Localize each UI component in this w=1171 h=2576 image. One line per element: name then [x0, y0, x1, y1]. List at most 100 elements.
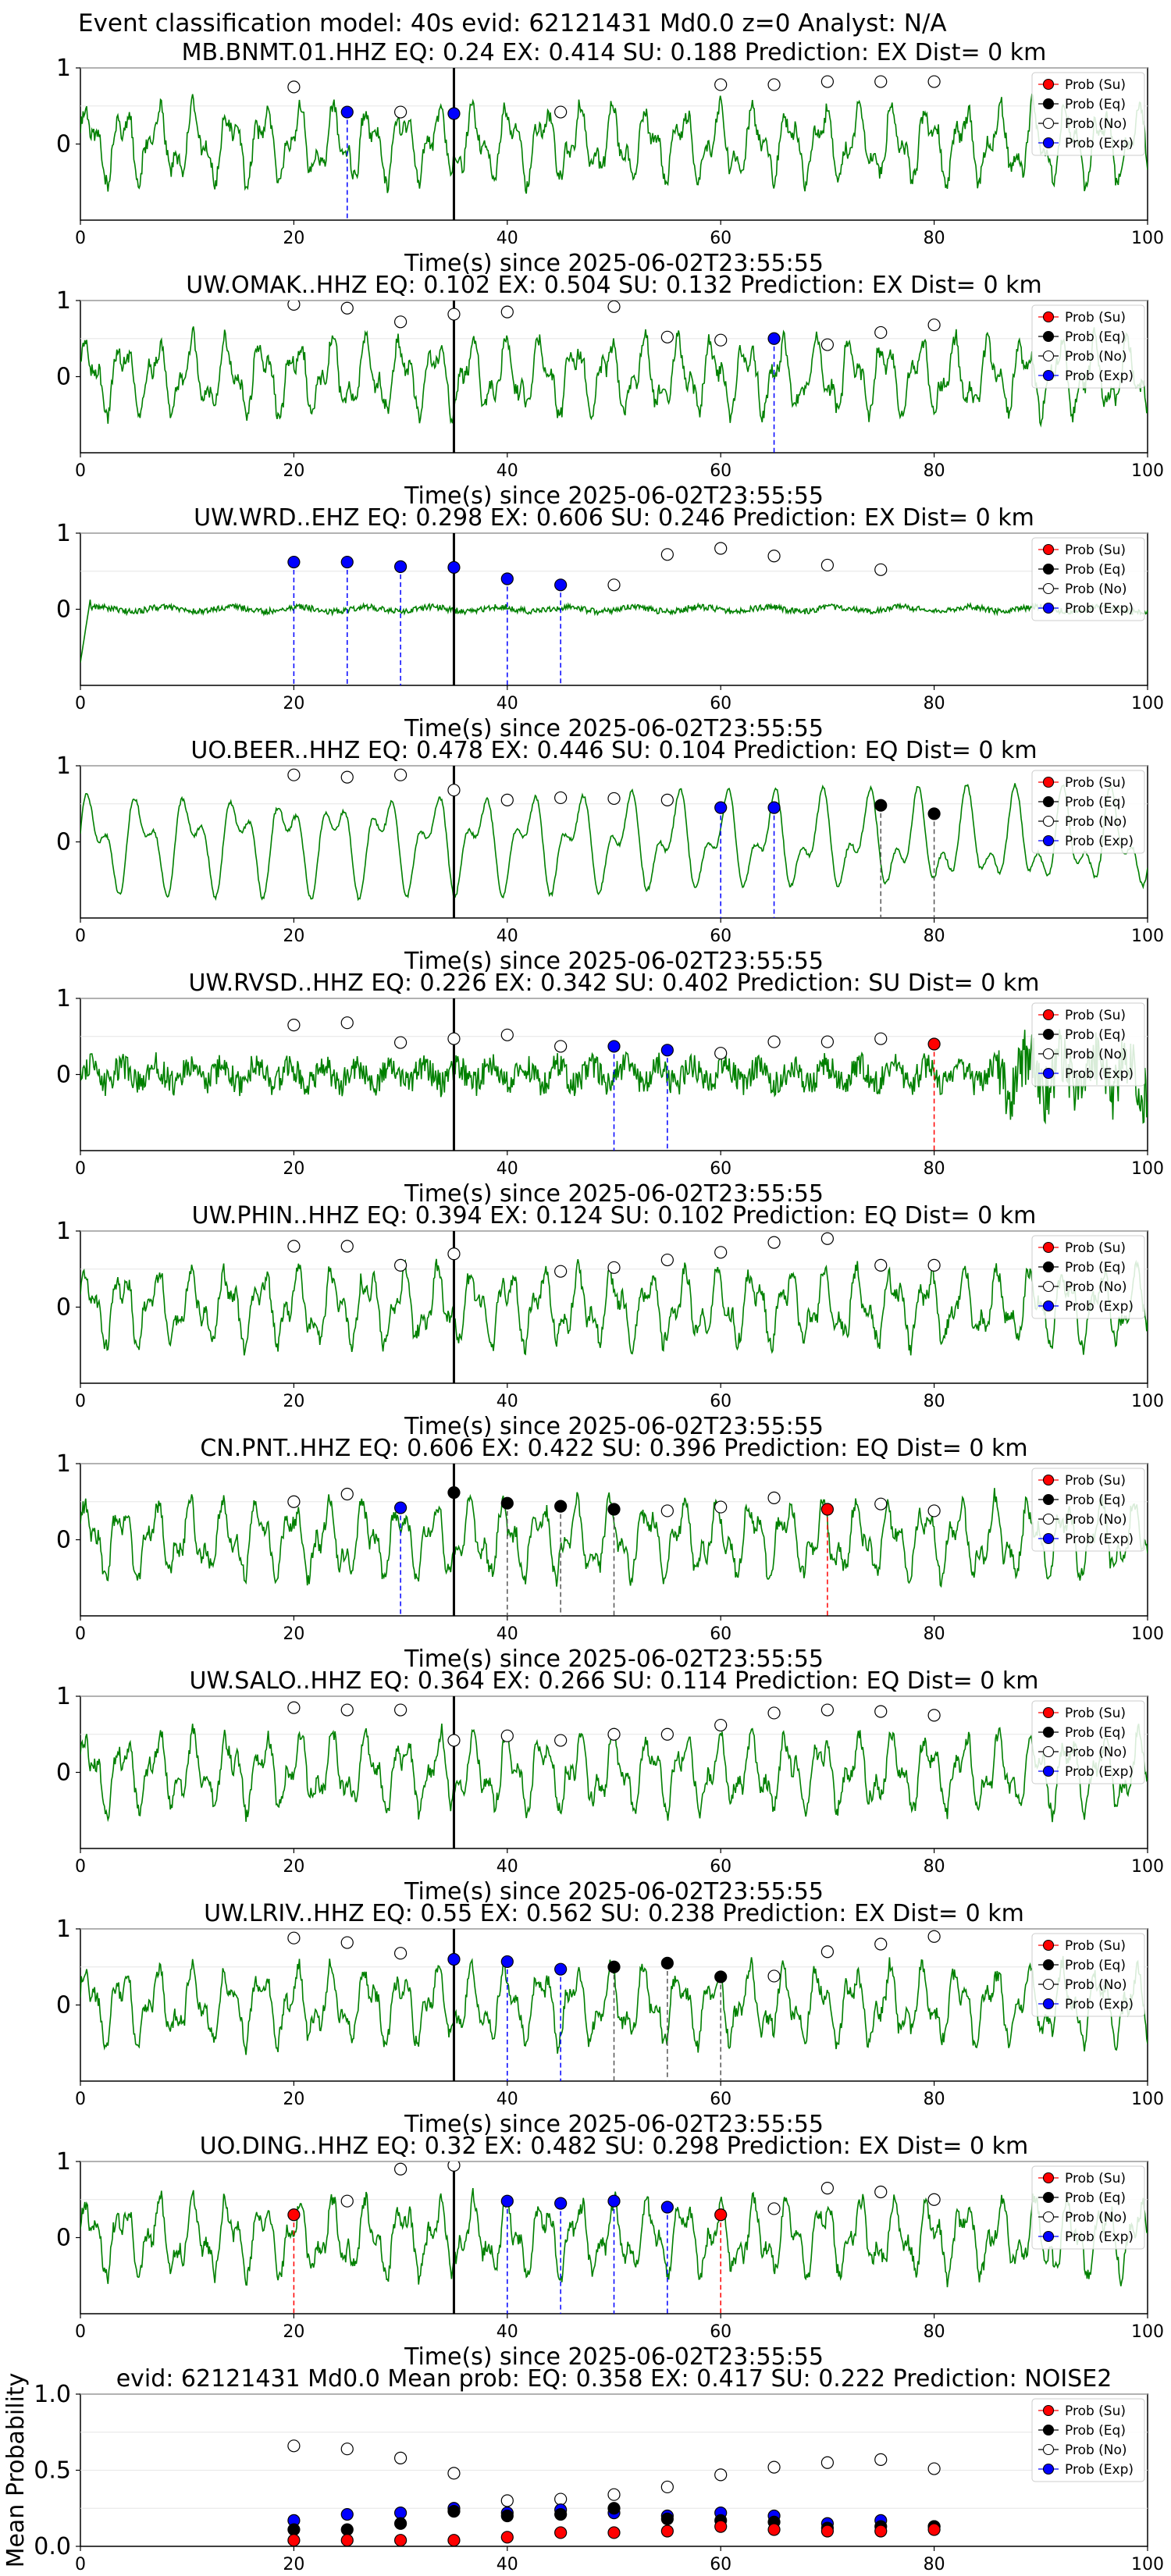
- legend-label: Prob (Exp): [1065, 1997, 1134, 2012]
- probability-point-exp: [447, 107, 461, 120]
- probability-point-no: [554, 791, 568, 805]
- axes-frame: [80, 1928, 1148, 2082]
- waveform-line: [80, 1029, 1148, 1125]
- x-tick-label: 100: [1131, 1159, 1164, 1179]
- legend-marker-exp: [1042, 834, 1055, 847]
- legend-marker-su: [1042, 543, 1055, 556]
- x-tick-label: 100: [1131, 461, 1164, 481]
- probability-point-no: [393, 315, 408, 329]
- probability-point-no: [660, 1727, 674, 1741]
- legend-frame: [1031, 537, 1145, 621]
- mean-probability-point-no: [820, 2456, 835, 2469]
- x-tick-label: 60: [710, 2322, 731, 2342]
- plot-area: [80, 301, 1148, 453]
- mean-probability-point-su: [394, 2534, 408, 2546]
- probability-point-no: [287, 1240, 301, 1253]
- legend-marker-no: [1042, 815, 1055, 827]
- probability-point-exp: [607, 1040, 621, 1053]
- plot-area: [80, 1696, 1148, 1848]
- x-tick-label: 80: [924, 2322, 945, 2342]
- probability-point-eq: [607, 1960, 621, 1973]
- x-tick-label: 60: [710, 1392, 731, 1411]
- legend-label: Prob (Su): [1065, 2171, 1126, 2186]
- y-tick-label: 0: [56, 2225, 71, 2252]
- legend-label: Prob (Exp): [1065, 1066, 1134, 1082]
- legend-frame: [1031, 2398, 1145, 2482]
- panels: MB.BNMT.01.HHZ EQ: 0.24 EX: 0.414 SU: 0.…: [2, 39, 1164, 2574]
- probability-point-no: [287, 1701, 301, 1714]
- legend-marker-eq: [1042, 563, 1055, 575]
- probability-point-exp: [767, 332, 781, 345]
- legend-label: Prob (Eq): [1065, 97, 1126, 112]
- legend-label: Prob (Eq): [1065, 1027, 1126, 1043]
- legend-label: Prob (Su): [1065, 1706, 1126, 1721]
- legend-label: Prob (Exp): [1065, 2229, 1134, 2245]
- x-tick-label: 60: [710, 461, 731, 481]
- panel-title: evid: 62121431 Md0.0 Mean prob: EQ: 0.35…: [116, 2365, 1112, 2393]
- probability-point-no: [340, 1936, 354, 1949]
- legend-frame: [1031, 1235, 1145, 1319]
- probability-point-no: [554, 1040, 568, 1053]
- probability-point-no: [287, 1495, 301, 1508]
- probability-point-exp: [500, 2194, 514, 2208]
- probability-point-exp: [607, 2194, 621, 2208]
- legend-label: Prob (No): [1065, 1047, 1127, 1062]
- legend-frame: [1031, 1700, 1145, 1784]
- probability-point-exp: [554, 578, 568, 592]
- legend-frame: [1031, 2165, 1145, 2250]
- legend-marker-eq: [1042, 330, 1055, 343]
- y-tick-label: 0.0: [34, 2533, 71, 2560]
- x-axis-label: Time(s) since 2025-06-02T23:55:55: [404, 2343, 824, 2371]
- legend-marker-su: [1042, 1241, 1055, 1254]
- x-tick-label: 80: [924, 1392, 945, 1411]
- x-tick-label: 40: [497, 927, 518, 946]
- legend-marker-no: [1042, 1280, 1055, 1293]
- panel-title: UW.RVSD..HHZ EQ: 0.226 EX: 0.342 SU: 0.4…: [188, 970, 1039, 997]
- page-title: Event classification model: 40s evid: 62…: [78, 9, 947, 37]
- y-tick-label: 1: [56, 1683, 71, 1710]
- x-tick-label: 20: [283, 2555, 304, 2574]
- x-tick-label: 0: [75, 1624, 86, 1644]
- x-tick-label: 100: [1131, 927, 1164, 946]
- mean-probability-point-su: [927, 2523, 941, 2536]
- legend-marker-no: [1042, 2211, 1055, 2223]
- x-axis-label: Time(s) since 2025-06-02T23:55:55: [404, 2111, 824, 2138]
- x-tick-label: 40: [497, 1857, 518, 1877]
- probability-point-no: [820, 75, 835, 88]
- mean-probability-point-no: [447, 2467, 461, 2480]
- probability-point-no: [447, 308, 461, 321]
- mean-probability-point-no: [660, 2480, 674, 2494]
- probability-point-su: [287, 2208, 301, 2222]
- mean-probability-point-su: [607, 2526, 621, 2539]
- legend-label: Prob (Su): [1065, 543, 1126, 558]
- x-tick-label: 20: [283, 1159, 304, 1179]
- x-tick-label: 100: [1131, 2322, 1164, 2342]
- probability-point-no: [874, 2185, 888, 2199]
- legend-marker-eq: [1042, 2424, 1055, 2436]
- x-axis-label: Time(s) since 2025-06-02T23:55:55: [404, 250, 824, 277]
- plot-area: [80, 533, 1148, 685]
- x-tick-label: 20: [283, 461, 304, 481]
- x-axis-label: Time(s) since 2025-06-02T23:55:55: [404, 1646, 824, 1673]
- y-tick-label: 1.0: [34, 2381, 71, 2408]
- legend: Prob (Su) Prob (Eq) Prob (No) Prob (Exp): [1031, 2165, 1145, 2250]
- legend-label: Prob (Su): [1065, 1938, 1126, 1954]
- probability-point-no: [927, 1504, 941, 1517]
- x-tick-label: 40: [497, 2322, 518, 2342]
- probability-point-eq: [607, 1503, 621, 1516]
- legend-label: Prob (No): [1065, 349, 1127, 365]
- probability-point-no: [393, 1947, 408, 1960]
- probability-point-no: [927, 1930, 941, 1943]
- mean-probability-point-no: [767, 2460, 781, 2474]
- legend-marker-su: [1042, 2172, 1055, 2184]
- probability-point-no: [660, 330, 674, 343]
- legend-marker-eq: [1042, 2191, 1055, 2204]
- probability-point-no: [927, 75, 941, 88]
- probability-point-no: [767, 1035, 781, 1048]
- x-axis-label: Time(s) since 2025-06-02T23:55:55: [404, 1413, 824, 1440]
- legend-label: Prob (Su): [1065, 775, 1126, 791]
- probability-point-no: [607, 792, 621, 806]
- x-tick-label: 60: [710, 927, 731, 946]
- mean-probability-point-eq: [660, 2512, 674, 2525]
- mean-probability-point-eq: [554, 2507, 568, 2521]
